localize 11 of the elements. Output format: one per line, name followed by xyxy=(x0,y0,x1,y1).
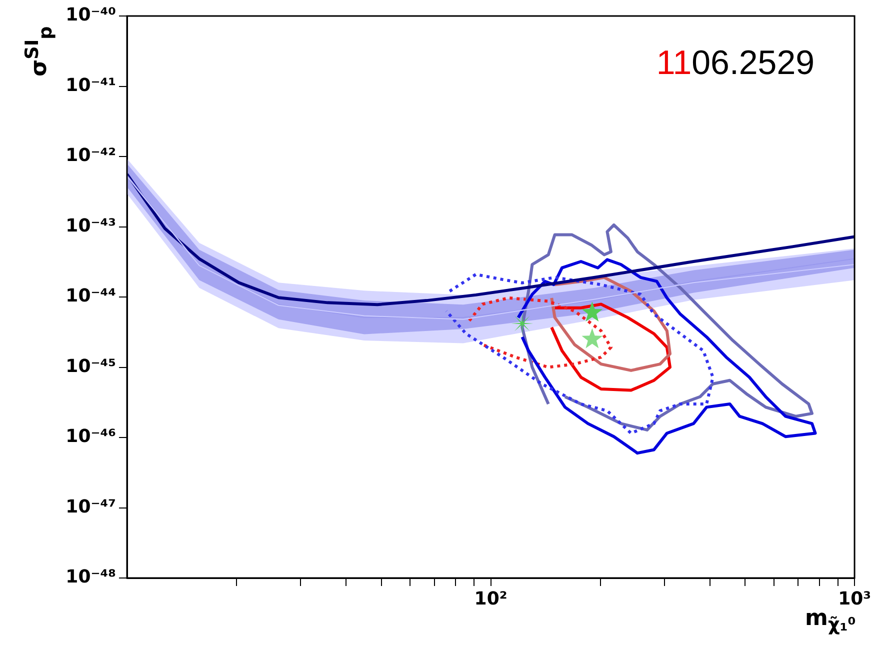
y-tick-label: 10⁻⁴¹ xyxy=(66,74,116,96)
y-tick-label: 10⁻⁴⁰ xyxy=(66,4,116,26)
y-tick-label: 10⁻⁴⁷ xyxy=(66,496,116,518)
y-tick-label: 10⁻⁴² xyxy=(66,145,116,166)
y-tick-label: 10⁻⁴³ xyxy=(66,215,116,236)
annotation: 1106.2529 xyxy=(656,44,815,82)
y-tick-label: 10⁻⁴⁶ xyxy=(66,426,116,448)
y-tick-label: 10⁻⁴⁸ xyxy=(66,566,116,588)
x-tick-label: 10² xyxy=(474,588,508,610)
y-tick-label: 10⁻⁴⁴ xyxy=(66,286,116,307)
y-tick-label: 10⁻⁴⁵ xyxy=(66,356,116,377)
